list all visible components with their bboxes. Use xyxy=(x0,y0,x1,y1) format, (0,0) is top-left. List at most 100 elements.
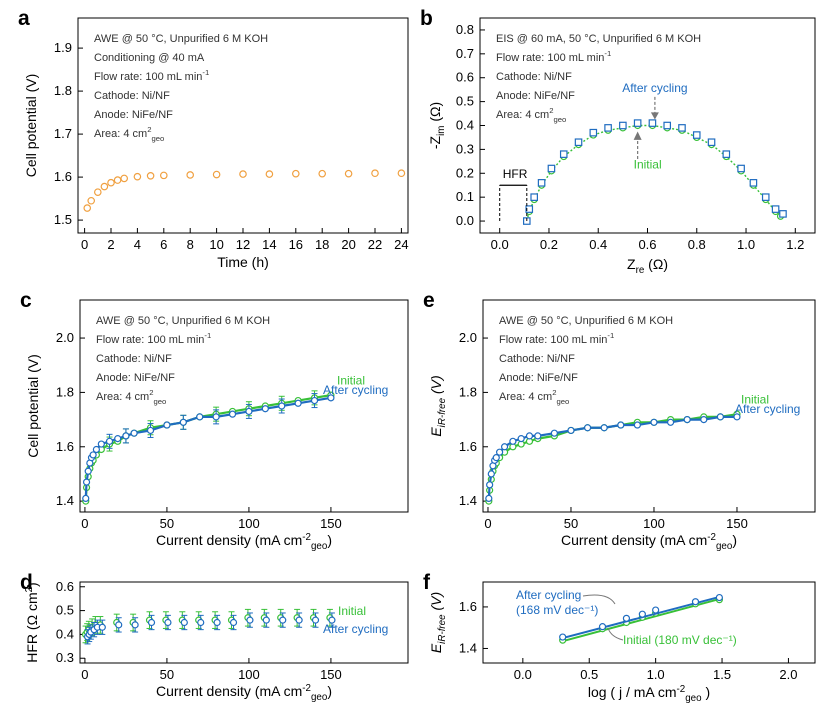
data-point xyxy=(722,150,731,158)
annotation-line: Cathode: Ni/NF xyxy=(499,353,575,365)
y-tick-label: 1.6 xyxy=(459,439,477,454)
data-point xyxy=(692,131,701,139)
x-tick-label: 0 xyxy=(81,667,88,682)
annotation-line: Cathode: Ni/NF xyxy=(96,353,172,365)
y-tick-label: 0.5 xyxy=(456,94,474,109)
x-tick-label: 6 xyxy=(160,237,167,252)
data-point xyxy=(691,598,700,606)
x-tick-label: 100 xyxy=(238,516,260,531)
y-tick-label: 2.0 xyxy=(56,330,74,345)
data-point xyxy=(310,396,319,405)
data-point xyxy=(633,421,641,429)
x-axis-label: Current density (mA cm-2geo) xyxy=(156,532,332,552)
panel-label: b xyxy=(420,7,433,30)
y-tick-label: 1.5 xyxy=(54,212,72,227)
y-tick-label: 0.3 xyxy=(56,650,74,665)
x-tick-label: 50 xyxy=(160,667,174,682)
annotation-line: Cathode: Ni/NF xyxy=(94,90,170,102)
data-point xyxy=(98,623,106,631)
data-point xyxy=(707,138,716,147)
data-point xyxy=(525,205,534,213)
y-axis-label: Cell potential (V) xyxy=(23,74,39,178)
y-tick-label: 1.4 xyxy=(459,493,477,508)
data-point xyxy=(550,429,558,437)
y-tick-label: 1.4 xyxy=(56,493,74,508)
data-point xyxy=(678,124,686,132)
data-point xyxy=(525,432,534,440)
data-point xyxy=(131,621,139,629)
y-axis-label: HFR (Ω cm2) xyxy=(24,582,40,662)
data-point xyxy=(196,413,204,421)
x-tick-label: 50 xyxy=(160,516,174,531)
x-tick-label: 1.2 xyxy=(786,237,804,252)
y-tick-label: 1.7 xyxy=(54,126,72,141)
y-tick-label: 0.5 xyxy=(56,603,74,618)
x-tick-label: 0.0 xyxy=(514,667,532,682)
data-point xyxy=(295,616,303,624)
data-point xyxy=(485,494,493,503)
data-point xyxy=(82,494,90,503)
y-tick-label: 0.6 xyxy=(56,579,74,594)
y-tick-label: 0.4 xyxy=(456,118,474,133)
data-point xyxy=(115,621,123,629)
data-point xyxy=(97,440,105,448)
data-point xyxy=(619,121,627,130)
data-point xyxy=(327,394,335,402)
x-tick-label: 8 xyxy=(187,237,194,252)
data-point xyxy=(245,407,253,416)
data-point xyxy=(100,182,109,191)
data-point xyxy=(559,633,567,641)
y-axis-label: EiR-free (V) xyxy=(428,592,448,653)
panel-c: 0 50 100 150 1.4 1.6 1.8 2.0 c AWE @ 50 °C, Unpur… xyxy=(20,289,409,552)
x-tick-label: 0.8 xyxy=(688,237,706,252)
x-tick-label: 12 xyxy=(236,237,250,252)
data-point xyxy=(663,121,672,130)
y-tick-label: 1.8 xyxy=(54,83,72,98)
annotation-line: Flow rate: 100 mL min-1 xyxy=(499,331,614,346)
series-line xyxy=(487,415,737,499)
data-point xyxy=(163,421,171,429)
y-tick-label: 1.6 xyxy=(459,599,477,614)
data-point xyxy=(239,170,247,178)
y-tick-label: 0.2 xyxy=(456,165,474,180)
annotation-line: Anode: NiFe/NF xyxy=(499,372,578,384)
data-point xyxy=(779,210,787,218)
data-point xyxy=(92,445,101,454)
hfr-label: HFR xyxy=(503,167,528,181)
data-point xyxy=(737,164,745,173)
panel-label: d xyxy=(20,571,33,594)
legend-after-cycling: After cycling xyxy=(323,383,388,397)
x-tick-label: 150 xyxy=(726,516,748,531)
data-point xyxy=(94,188,102,196)
data-point xyxy=(164,618,172,627)
annotation-line: Flow rate: 100 mL min-1 xyxy=(96,331,211,346)
x-axis-label: Zre (Ω) xyxy=(627,256,668,276)
data-point xyxy=(279,616,287,624)
y-tick-label: 0.1 xyxy=(456,189,474,204)
data-point xyxy=(197,618,205,627)
data-point xyxy=(212,413,220,421)
data-point xyxy=(761,193,770,201)
data-point xyxy=(530,193,538,201)
data-point xyxy=(120,174,129,183)
x-tick-label: 150 xyxy=(320,516,342,531)
data-point xyxy=(583,424,592,432)
data-point xyxy=(328,616,336,624)
panel-e: 0 50 100 150 1.4 1.6 1.8 2.0 e AWE @ 50 °C, Unpur… xyxy=(423,289,816,552)
data-point xyxy=(622,614,631,622)
annotation-line: Flow rate: 100 mL min-1 xyxy=(94,68,209,83)
x-tick-label: 0 xyxy=(81,237,88,252)
x-tick-label: 1.5 xyxy=(713,667,731,682)
data-point xyxy=(715,593,723,602)
legend-after-cycling: After cycling xyxy=(323,622,388,636)
annotation-line: Area: 4 cm2geo xyxy=(499,388,569,406)
data-point xyxy=(180,618,188,627)
series-line xyxy=(526,124,782,222)
data-point xyxy=(371,169,379,178)
after-arrowhead xyxy=(650,112,659,120)
x-tick-label: 1.0 xyxy=(647,667,665,682)
data-point xyxy=(700,415,708,424)
x-tick-label: 1.0 xyxy=(737,237,755,252)
y-tick-label: 1.4 xyxy=(459,640,477,655)
